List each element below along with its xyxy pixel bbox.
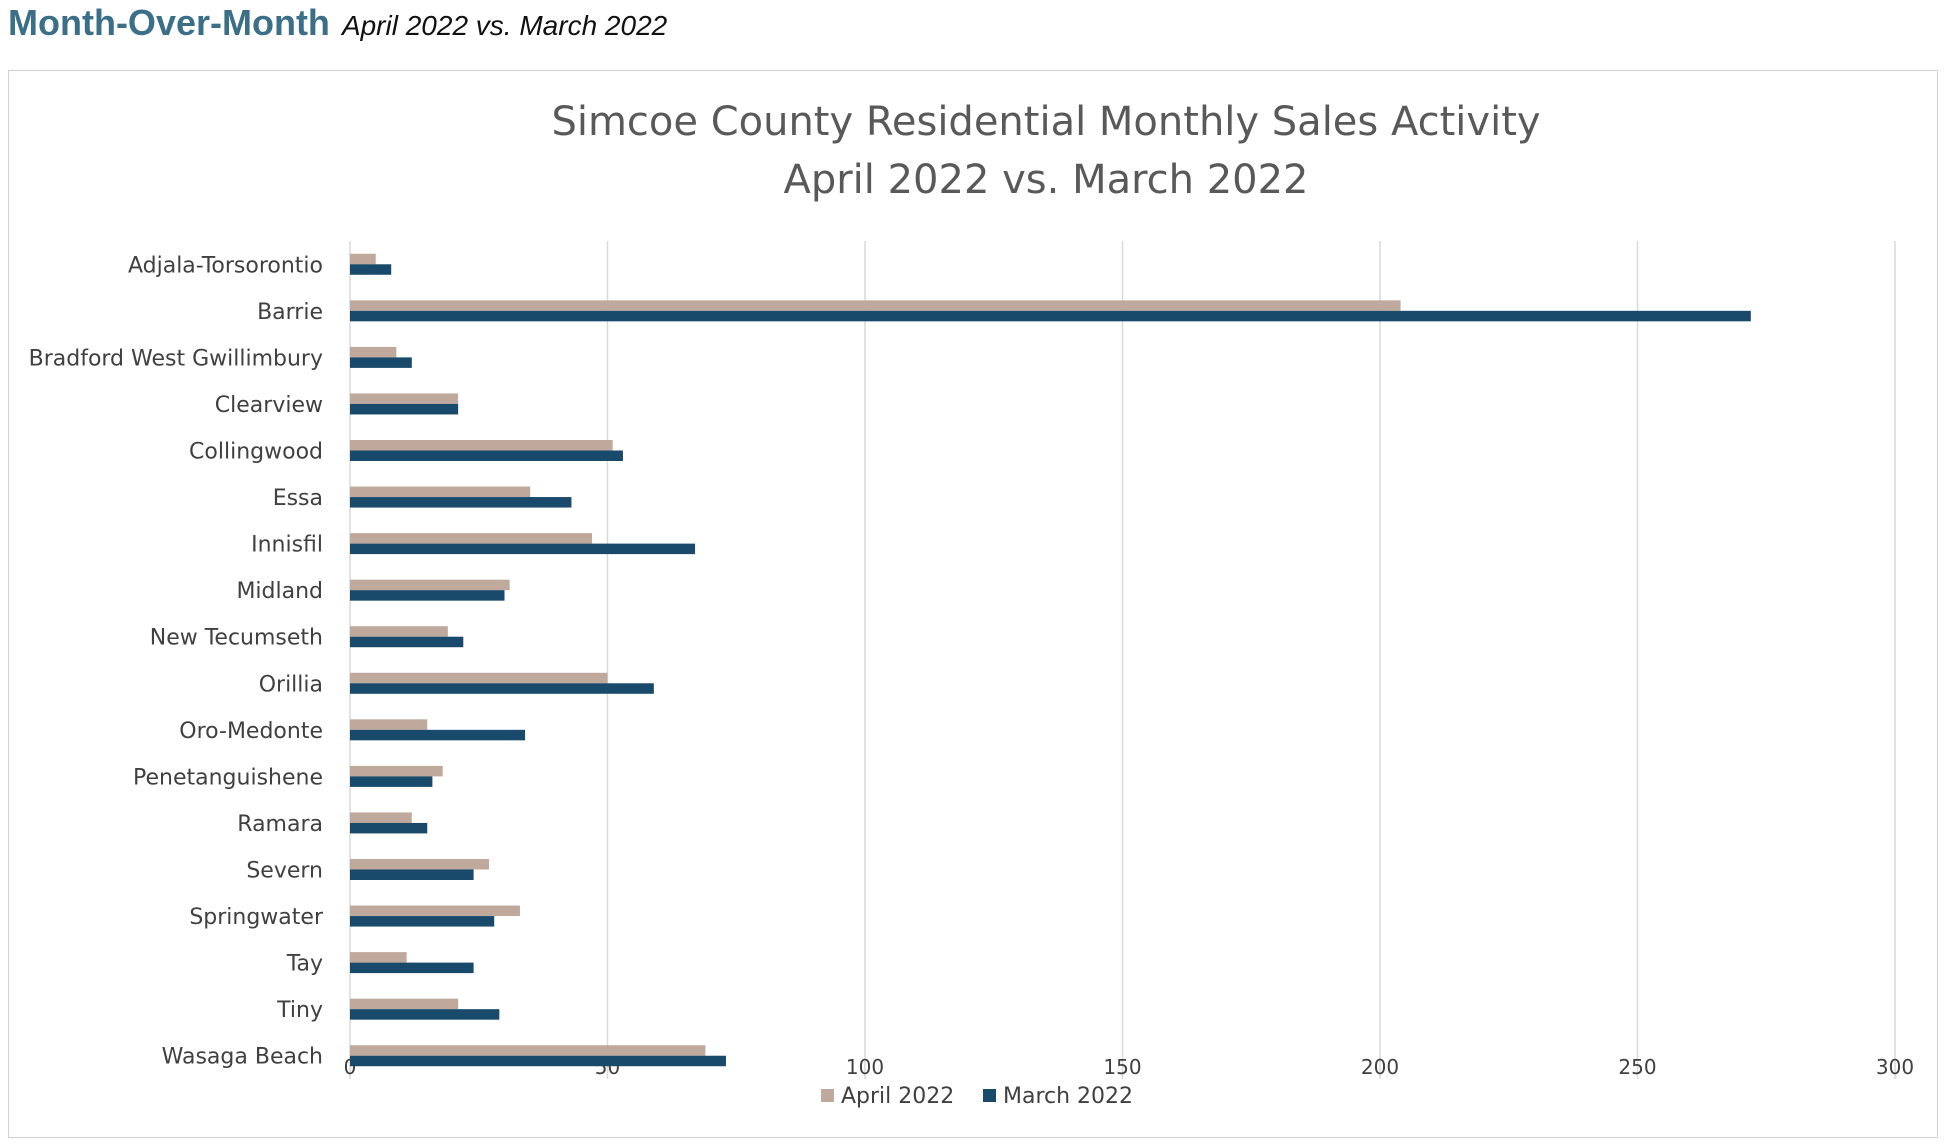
category-label: Midland	[236, 579, 323, 604]
bar-april-2022	[350, 579, 510, 591]
bar-march-2022	[350, 1009, 500, 1020]
bar-april-2022	[350, 765, 443, 777]
bar-march-2022	[350, 962, 474, 974]
category-label: Wasaga Beach	[162, 1045, 323, 1070]
x-tick-label: 100	[846, 1055, 884, 1079]
category-label: Essa	[273, 486, 323, 511]
bar-march-2022	[350, 590, 505, 601]
category-label: Bradford West Gwillimbury	[29, 346, 323, 371]
bar-april-2022	[350, 486, 531, 498]
bar-april-2022	[350, 998, 459, 1010]
legend-swatch-april	[821, 1089, 834, 1102]
bar-april-2022	[350, 300, 1401, 311]
legend-swatch-march	[983, 1089, 996, 1102]
chart-title-line: Simcoe County Residential Monthly Sales …	[551, 99, 1540, 145]
bar-april-2022	[350, 719, 428, 730]
page-title: Month-Over-Month	[8, 2, 330, 43]
bar-april-2022	[350, 626, 448, 637]
bar-march-2022	[350, 264, 392, 275]
bar-april-2022	[350, 253, 376, 265]
category-label: Tay	[286, 952, 323, 977]
category-label: Collingwood	[189, 440, 323, 465]
bar-march-2022	[350, 822, 428, 834]
legend-label: April 2022	[841, 1084, 954, 1109]
bar-march-2022	[350, 916, 495, 927]
category-label: Adjala-Torsorontio	[128, 253, 323, 278]
category-label: Severn	[246, 859, 323, 884]
bar-march-2022	[350, 497, 572, 508]
category-label: New Tecumseth	[150, 626, 323, 651]
category-label: Orillia	[259, 672, 323, 697]
bar-april-2022	[350, 440, 613, 451]
bar-march-2022	[350, 729, 526, 741]
bar-march-2022	[350, 683, 654, 694]
category-label: Ramara	[237, 812, 323, 837]
legend-label: March 2022	[1003, 1084, 1133, 1109]
chart-frame: Simcoe County Residential Monthly Sales …	[8, 70, 1938, 1138]
bar-march-2022	[350, 1055, 726, 1067]
bar-march-2022	[350, 776, 433, 787]
bar-march-2022	[350, 450, 623, 461]
bar-march-2022	[350, 636, 464, 648]
category-label: Springwater	[189, 905, 324, 930]
bar-april-2022	[350, 812, 412, 823]
bar-april-2022	[350, 393, 459, 404]
bar-march-2022	[350, 357, 412, 368]
category-label: Innisfil	[251, 533, 323, 558]
bar-march-2022	[350, 310, 1751, 322]
category-label: Tiny	[276, 998, 323, 1023]
bar-april-2022	[350, 859, 490, 870]
x-tick-label: 150	[1103, 1055, 1141, 1079]
category-label: Clearview	[215, 393, 323, 418]
chart-title-line: April 2022 vs. March 2022	[783, 157, 1308, 203]
bar-chart: Simcoe County Residential Monthly Sales …	[29, 99, 1914, 1109]
bar-april-2022	[350, 952, 407, 963]
bar-april-2022	[350, 1045, 706, 1056]
bar-march-2022	[350, 543, 696, 555]
bar-april-2022	[350, 672, 608, 684]
category-label: Penetanguishene	[133, 765, 323, 790]
bar-april-2022	[350, 533, 593, 544]
category-label: Oro-Medonte	[179, 719, 323, 744]
bar-april-2022	[350, 905, 520, 917]
category-label: Barrie	[257, 300, 323, 325]
bar-april-2022	[350, 346, 397, 358]
x-tick-label: 250	[1618, 1055, 1656, 1079]
bar-march-2022	[350, 403, 459, 415]
page-header: Month-Over-Month April 2022 vs. March 20…	[8, 2, 667, 54]
x-tick-label: 200	[1361, 1055, 1399, 1079]
x-tick-label: 300	[1876, 1055, 1914, 1079]
bar-march-2022	[350, 869, 474, 880]
page-subtitle: April 2022 vs. March 2022	[341, 10, 668, 41]
